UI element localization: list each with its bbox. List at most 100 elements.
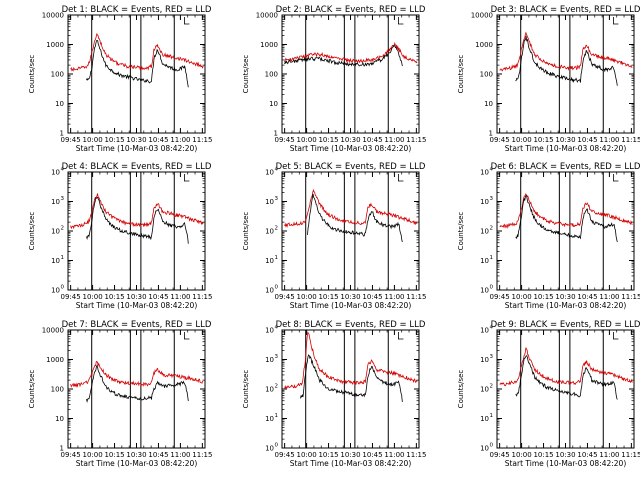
detector-panel-7: Det 7: BLACK = Events, RED = LLD 1 10 100 10… (28, 320, 212, 468)
detector-panel-1: Det 1: BLACK = Events, RED = LLD 1 10 100 10… (28, 5, 212, 153)
y-tick-label: 1 (60, 445, 64, 453)
x-tick-label: 10:45 (362, 136, 382, 144)
y-tick-label: 1000 (260, 41, 278, 49)
x-tick-label: 09:45 (275, 293, 295, 301)
y-tick-label: 10 (265, 198, 274, 206)
panel-title: Det 3: BLACK = Events, RED = LLD (491, 5, 640, 15)
panel-title: Det 2: BLACK = Events, RED = LLD (276, 5, 426, 15)
state-bracket-mark (398, 174, 404, 182)
y-tick-label: 10 (480, 257, 489, 265)
y-tick-label: 10 (265, 445, 274, 453)
y-tick-label: 1000 (46, 356, 64, 364)
y-tick-label: 10 (265, 356, 274, 364)
y-axis-label: Counts/sec (457, 212, 465, 251)
y-tick-label: 10 (55, 100, 64, 108)
x-axis-label: Start Time (10-Mar-03 08:42:20) (76, 301, 198, 310)
x-tick-label: 10:30 (555, 136, 575, 144)
x-tick-label: 11:15 (621, 451, 640, 459)
x-tick-label: 10:00 (82, 451, 102, 459)
events-series-line (307, 193, 403, 243)
lld-series-line (284, 188, 418, 228)
state-bracket-mark (613, 174, 619, 182)
y-axis-label: Counts/sec (457, 55, 465, 94)
y-tick-exponent: 2 (61, 226, 65, 232)
x-tick-label: 11:15 (406, 451, 426, 459)
x-tick-label: 11:15 (192, 451, 212, 459)
x-tick-label: 09:45 (275, 136, 295, 144)
x-axis-label: Start Time (10-Mar-03 08:42:20) (290, 301, 412, 310)
x-tick-label: 10:30 (555, 451, 575, 459)
x-tick-label: 10:15 (318, 451, 338, 459)
events-series-line (515, 355, 618, 400)
x-tick-label: 10:45 (362, 451, 382, 459)
x-tick-label: 09:45 (490, 451, 510, 459)
x-tick-label: 11:00 (170, 451, 190, 459)
y-axis-label: Counts/sec (242, 212, 250, 251)
lld-series-line (499, 347, 633, 387)
y-tick-exponent: 4 (61, 167, 65, 173)
y-tick-exponent: 2 (275, 384, 279, 390)
x-tick-label: 10:15 (104, 451, 124, 459)
y-axis-label: Counts/sec (28, 55, 36, 94)
x-tick-label: 10:15 (104, 293, 124, 301)
y-tick-label: 10 (55, 415, 64, 423)
y-tick-label: 10 (265, 327, 274, 335)
y-tick-label: 10 (480, 287, 489, 295)
y-axis-label: Counts/sec (242, 370, 250, 409)
x-axis-label: Start Time (10-Mar-03 08:42:20) (76, 144, 198, 153)
y-tick-label: 1 (489, 130, 493, 138)
y-tick-label: 1 (274, 130, 278, 138)
y-tick-label: 10 (51, 257, 60, 265)
y-tick-exponent: 3 (275, 354, 279, 360)
y-tick-exponent: 1 (275, 255, 279, 261)
y-tick-exponent: 2 (490, 226, 494, 232)
y-tick-label: 10 (480, 445, 489, 453)
y-tick-exponent: 3 (490, 196, 494, 202)
x-tick-label: 10:45 (148, 136, 168, 144)
events-series-line (86, 364, 189, 403)
y-tick-label: 10 (269, 100, 278, 108)
y-tick-label: 10 (265, 169, 274, 177)
y-tick-label: 10 (480, 356, 489, 364)
plot-frame (281, 329, 420, 449)
events-series-line (284, 44, 403, 67)
x-tick-label: 11:00 (599, 136, 619, 144)
x-tick-label: 09:45 (275, 451, 295, 459)
y-tick-exponent: 4 (275, 167, 279, 173)
panel-title: Det 9: BLACK = Events, RED = LLD (491, 320, 640, 330)
panel-title: Det 7: BLACK = Events, RED = LLD (62, 320, 212, 330)
lld-series-line (70, 32, 204, 72)
x-tick-label: 11:15 (621, 293, 640, 301)
state-bracket-mark (184, 332, 190, 340)
x-tick-label: 10:45 (148, 451, 168, 459)
y-tick-label: 10000 (42, 327, 64, 335)
plot-frame (67, 171, 206, 291)
y-tick-label: 10 (480, 169, 489, 177)
y-axis-label: Counts/sec (28, 212, 36, 251)
x-tick-label: 09:45 (490, 136, 510, 144)
y-tick-exponent: 0 (490, 443, 494, 449)
y-tick-label: 100 (51, 386, 64, 394)
lld-series-line (499, 192, 633, 229)
y-axis-label: Counts/sec (28, 370, 36, 409)
detector-panel-2: Det 2: BLACK = Events, RED = LLD 1 10 100 10… (242, 5, 426, 153)
lld-series-line (70, 361, 204, 388)
x-axis-label: Start Time (10-Mar-03 08:42:20) (505, 144, 627, 153)
lld-series-line (284, 41, 418, 64)
x-tick-label: 11:15 (621, 136, 640, 144)
x-tick-label: 10:00 (296, 136, 316, 144)
y-tick-exponent: 4 (490, 167, 494, 173)
plot-frame (281, 171, 420, 291)
state-bracket-mark (398, 332, 404, 340)
y-tick-exponent: 4 (275, 325, 279, 331)
lld-series-line (70, 193, 204, 230)
x-tick-label: 10:00 (511, 451, 531, 459)
y-tick-label: 10000 (42, 12, 64, 20)
x-tick-label: 10:30 (340, 451, 360, 459)
x-tick-label: 10:15 (104, 136, 124, 144)
y-tick-exponent: 3 (61, 196, 65, 202)
plot-frame (67, 14, 206, 134)
y-tick-label: 10 (265, 228, 274, 236)
